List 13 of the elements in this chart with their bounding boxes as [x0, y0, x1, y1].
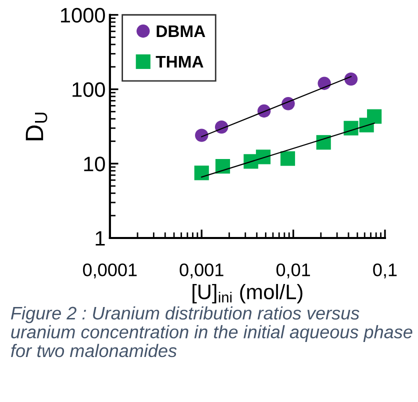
x-tick-label: 0,0001 — [83, 263, 137, 278]
y-tick-label: 10 — [84, 156, 105, 172]
x-tick-label: 0,1 — [373, 263, 397, 278]
x-axis-title: [U]$_{ini}$ (mol/L) — [192, 284, 302, 304]
y-tick-label: 1000 — [61, 8, 105, 23]
y-tick-label: 1 — [96, 231, 105, 246]
x-tick-label: 0,01 — [276, 263, 310, 278]
legend-label: DBMA — [156, 25, 206, 37]
x-tick-label: 0,001 — [180, 263, 224, 278]
y-axis-title: D$_{U}$ — [26, 112, 48, 140]
y-tick-label: 100 — [72, 82, 105, 97]
caption: Figure 2 : Uranium distribution ratios versus uranium concentration in the initial aqueous phase for two malonamides — [11, 306, 412, 358]
legend-label: THMA — [156, 56, 204, 68]
